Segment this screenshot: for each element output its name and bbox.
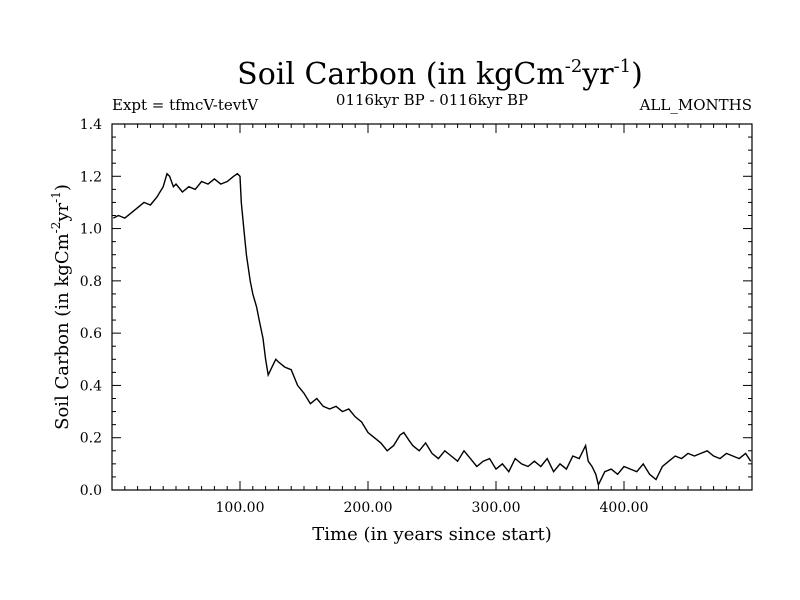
y-tick-label: 0.6: [80, 326, 102, 342]
y-tick-label: 0.0: [80, 483, 102, 499]
y-tick-label: 0.2: [80, 431, 102, 447]
chart-title: Soil Carbon (in kgCm-2yr-1): [237, 56, 643, 92]
y-axis-label: Soil Carbon (in kgCm-2yr-1): [49, 184, 73, 430]
plot-frame: [111, 123, 753, 491]
tick-labels: 100.00 200.00 300.00 400.00 0.0 0.2 0.4 0.6 0.8 1…: [80, 117, 649, 516]
x-tick-label: 200.00: [344, 500, 393, 516]
axis-ticks: [112, 124, 752, 490]
subtitle-period: 0116kyr BP - 0116kyr BP: [336, 91, 528, 109]
x-tick-label: 100.00: [216, 500, 265, 516]
x-axis-label: Time (in years since start): [312, 524, 552, 545]
y-tick-label: 0.8: [80, 274, 102, 290]
y-tick-label: 1.0: [80, 222, 102, 238]
series-line-soil-carbon: [112, 172, 752, 487]
x-tick-label: 400.00: [600, 500, 649, 516]
y-tick-label: 1.4: [80, 117, 102, 133]
y-tick-label: 0.4: [80, 378, 102, 394]
subtitle-months: ALL_MONTHS: [639, 96, 752, 114]
subtitle-expt: Expt = tfmcV-tevtV: [112, 96, 259, 114]
x-tick-label: 300.00: [472, 500, 521, 516]
y-tick-label: 1.2: [80, 169, 102, 185]
